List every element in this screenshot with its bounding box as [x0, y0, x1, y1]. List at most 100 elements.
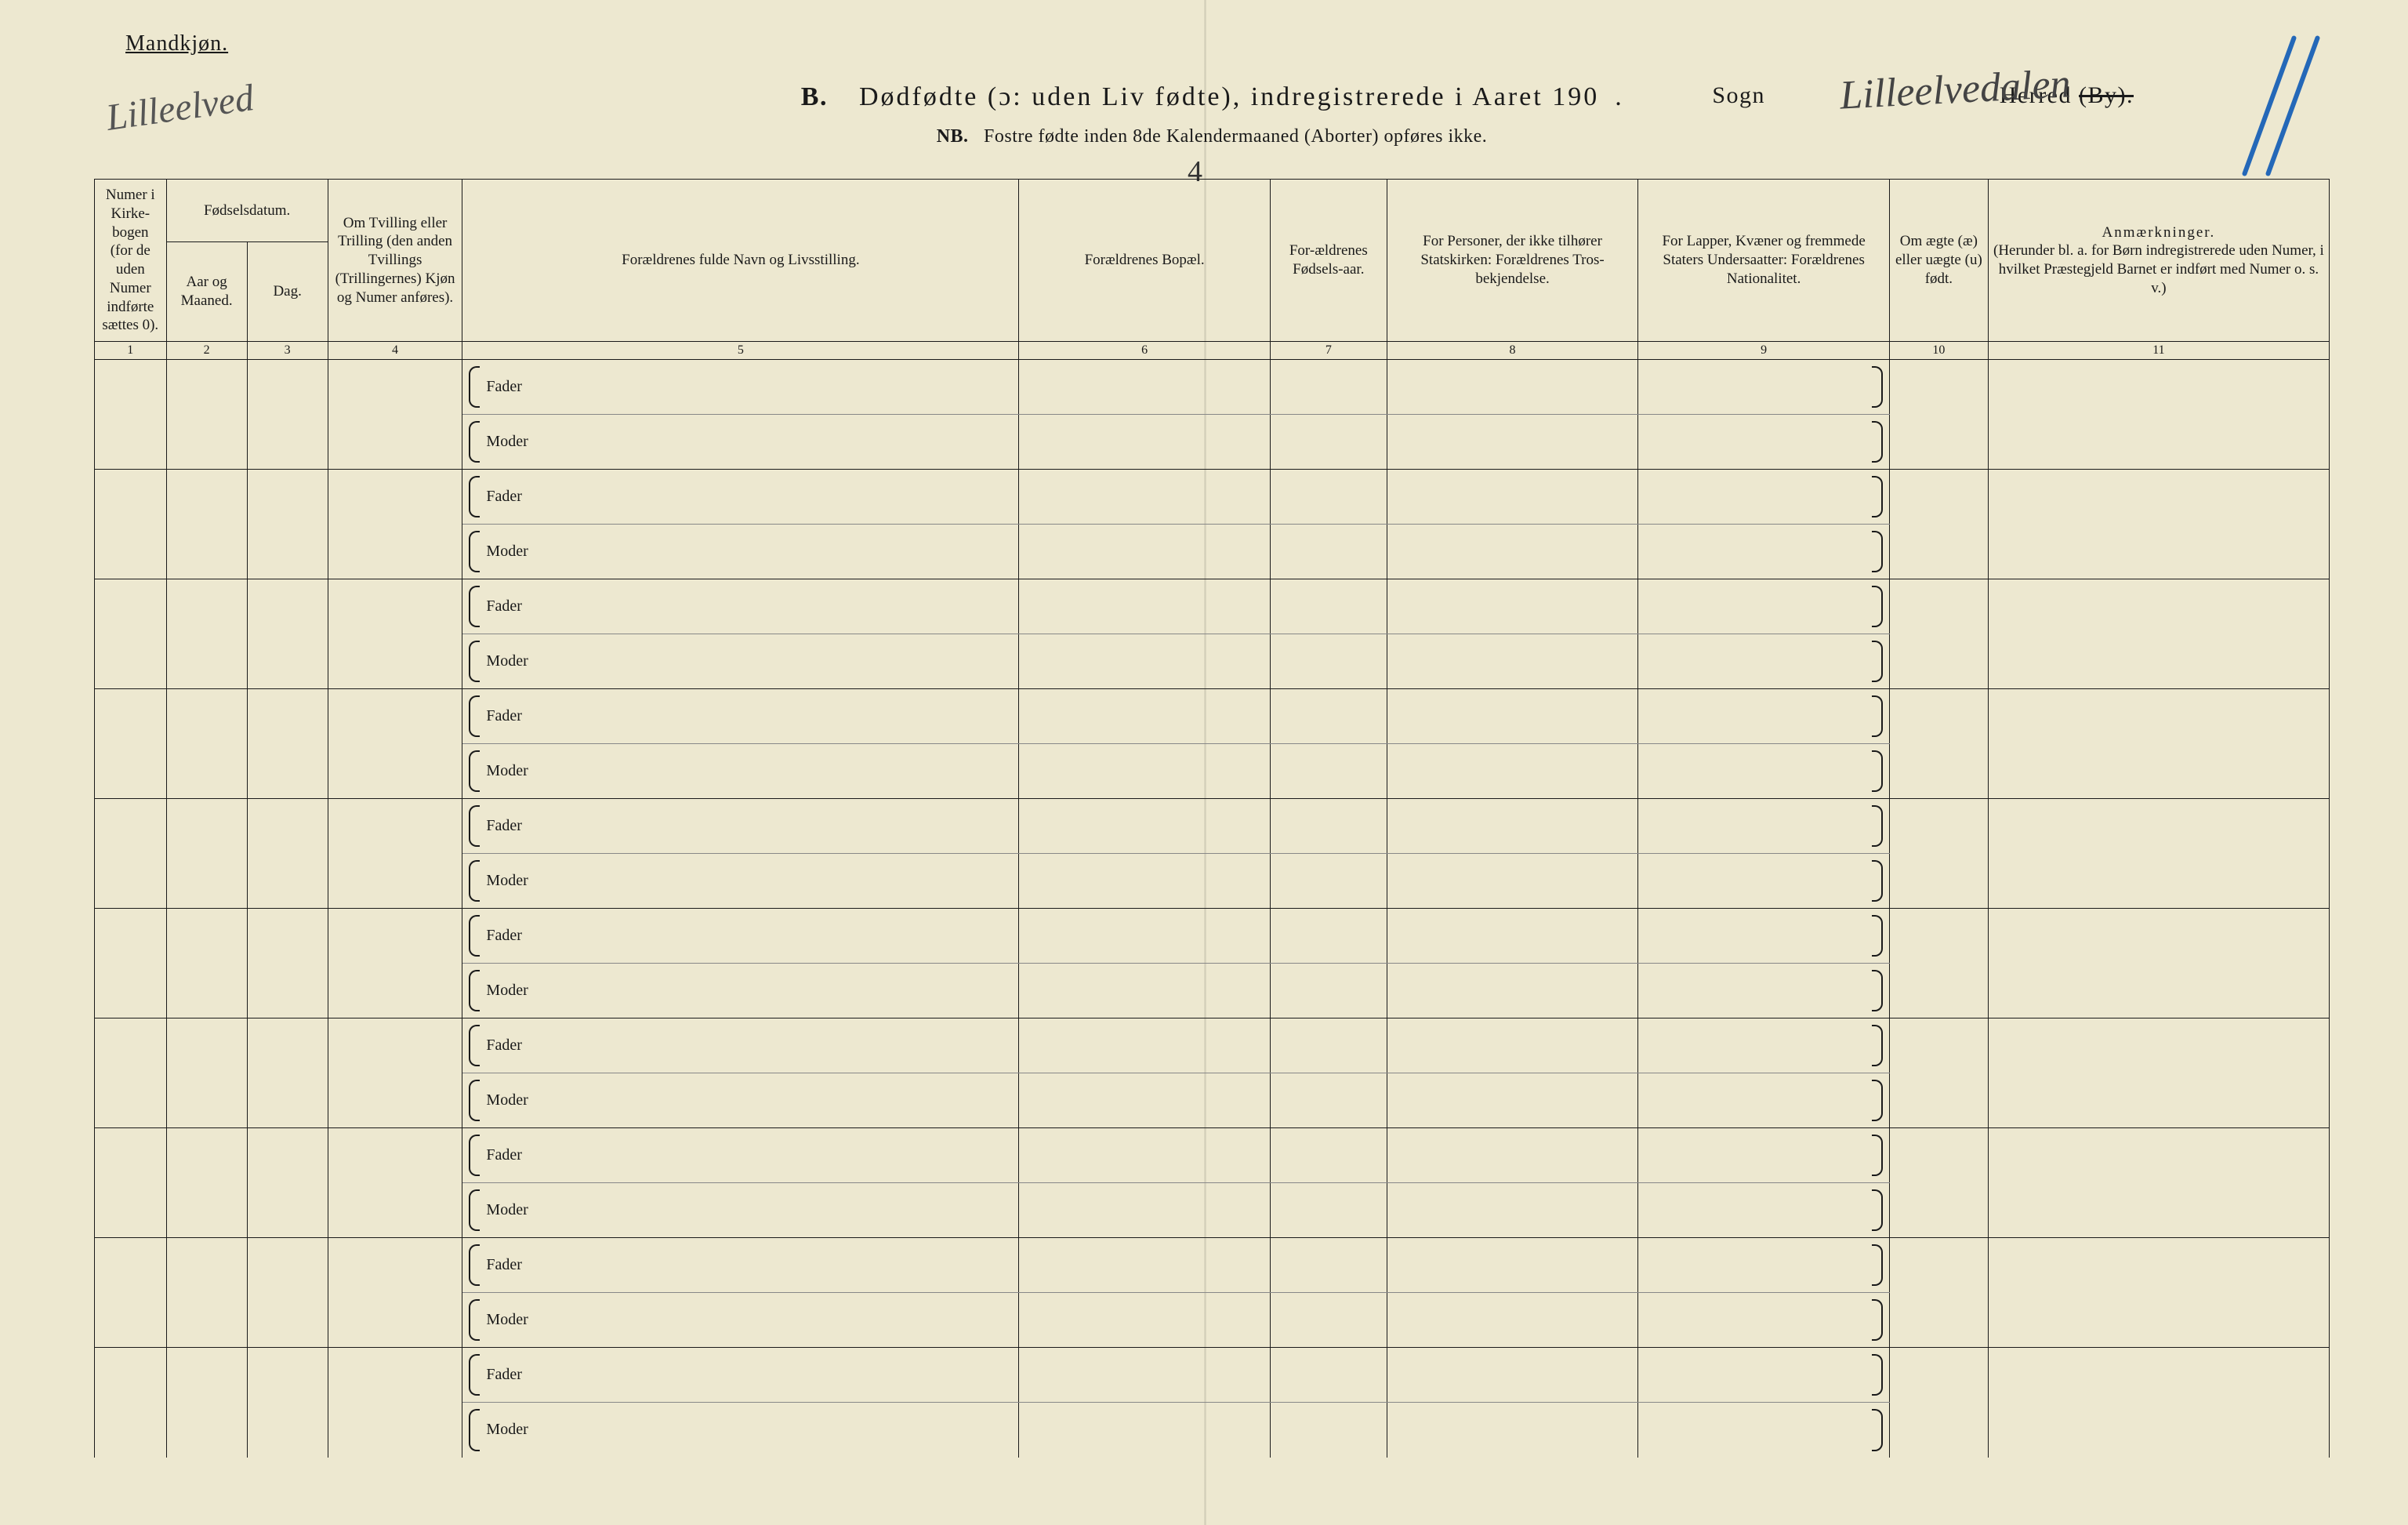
cell-tros-fader [1387, 1128, 1638, 1183]
moder-label: Moder [486, 1311, 528, 1328]
cell-tvilling [328, 1018, 462, 1128]
cell-numer [95, 1238, 167, 1348]
table-body: Fader Moder Fader Moder Fader Moder Fader Moder… [95, 360, 2330, 1458]
cell-fodselsaar-fader [1270, 360, 1387, 415]
nb-label: NB. [937, 126, 969, 147]
cell-tros-moder [1387, 1293, 1638, 1348]
cell-moder-name: Moder [462, 1403, 1019, 1458]
col11-sub: (Herunder bl. a. for Børn indregistrered… [1993, 242, 2324, 296]
cell-moder-name: Moder [462, 744, 1019, 799]
cell-dag [247, 1238, 328, 1348]
col11-title: Anmærkninger. [2102, 224, 2216, 241]
cell-bopael-fader [1019, 909, 1271, 964]
cell-tvilling [328, 470, 462, 579]
cell-dag [247, 470, 328, 579]
cell-dag [247, 1018, 328, 1128]
right-bracket-icon [1872, 915, 1883, 957]
cell-nat-moder [1638, 1073, 1890, 1128]
column-number-row: 1 2 3 4 5 6 7 8 9 10 11 [95, 342, 2330, 360]
colnum-3: 3 [247, 342, 328, 360]
fader-label: Fader [486, 597, 522, 615]
cell-fader-name: Fader [462, 1348, 1019, 1403]
moder-label: Moder [486, 1091, 528, 1109]
cell-anm [1988, 909, 2329, 1018]
cell-bopael-fader [1019, 689, 1271, 744]
table-row: Fader [95, 470, 2330, 525]
cell-nat-fader [1638, 909, 1890, 964]
left-bracket-icon [469, 1409, 480, 1451]
cell-numer [95, 1128, 167, 1238]
right-bracket-icon [1872, 805, 1883, 847]
cell-aegte [1889, 1128, 1988, 1238]
cell-dag [247, 579, 328, 689]
cell-moder-name: Moder [462, 634, 1019, 689]
cell-aar [166, 1018, 247, 1128]
cell-fader-name: Fader [462, 1238, 1019, 1293]
cell-bopael-fader [1019, 1238, 1271, 1293]
cell-fodselsaar-moder [1270, 744, 1387, 799]
cell-tros-fader [1387, 1018, 1638, 1073]
cell-fader-name: Fader [462, 689, 1019, 744]
right-bracket-icon [1872, 1299, 1883, 1341]
cell-bopael-fader [1019, 1128, 1271, 1183]
colnum-4: 4 [328, 342, 462, 360]
left-bracket-icon [469, 1299, 480, 1341]
right-bracket-icon [1872, 1189, 1883, 1231]
cell-fodselsaar-fader [1270, 689, 1387, 744]
cell-nat-fader [1638, 360, 1890, 415]
right-bracket-icon [1872, 421, 1883, 463]
cell-tros-fader [1387, 1238, 1638, 1293]
cell-tvilling [328, 360, 462, 470]
cell-fodselsaar-fader [1270, 1348, 1387, 1403]
cell-anm [1988, 1128, 2329, 1238]
by-struck: (By). [2079, 82, 2134, 108]
left-bracket-icon [469, 366, 480, 408]
left-bracket-icon [469, 641, 480, 682]
cell-moder-name: Moder [462, 1073, 1019, 1128]
gender-heading: Mandkjøn. [125, 31, 228, 56]
moder-label: Moder [486, 762, 528, 779]
cell-tros-moder [1387, 525, 1638, 579]
cell-aar [166, 1348, 247, 1458]
table-row: Fader [95, 1238, 2330, 1293]
cell-nat-moder [1638, 634, 1890, 689]
cell-tros-fader [1387, 909, 1638, 964]
cell-fader-name: Fader [462, 1128, 1019, 1183]
left-bracket-icon [469, 531, 480, 572]
cell-tvilling [328, 1238, 462, 1348]
cell-tros-fader [1387, 1348, 1638, 1403]
cell-fodselsaar-moder [1270, 634, 1387, 689]
col-header-6: Forældrenes Bopæl. [1019, 180, 1271, 342]
cell-fodselsaar-fader [1270, 579, 1387, 634]
cell-fodselsaar-fader [1270, 909, 1387, 964]
cell-tros-fader [1387, 360, 1638, 415]
right-bracket-icon [1872, 1080, 1883, 1121]
cell-aar [166, 579, 247, 689]
cell-moder-name: Moder [462, 854, 1019, 909]
left-bracket-icon [469, 805, 480, 847]
cell-bopael-moder [1019, 854, 1271, 909]
colnum-1: 1 [95, 342, 167, 360]
cell-fodselsaar-fader [1270, 470, 1387, 525]
cell-nat-moder [1638, 964, 1890, 1018]
left-bracket-icon [469, 1080, 480, 1121]
cell-aegte [1889, 1238, 1988, 1348]
fader-label: Fader [486, 1037, 522, 1054]
cell-tros-fader [1387, 470, 1638, 525]
colnum-10: 10 [1889, 342, 1988, 360]
cell-bopael-moder [1019, 634, 1271, 689]
cell-nat-moder [1638, 1183, 1890, 1238]
cell-moder-name: Moder [462, 964, 1019, 1018]
right-bracket-icon [1872, 1244, 1883, 1286]
cell-anm [1988, 360, 2329, 470]
moder-label: Moder [486, 433, 528, 450]
fader-label: Fader [486, 707, 522, 724]
cell-dag [247, 689, 328, 799]
right-bracket-icon [1872, 1025, 1883, 1066]
moder-label: Moder [486, 982, 528, 999]
fader-label: Fader [486, 1366, 522, 1383]
cell-numer [95, 1018, 167, 1128]
right-bracket-icon [1872, 586, 1883, 627]
moder-label: Moder [486, 543, 528, 560]
cell-dag [247, 360, 328, 470]
